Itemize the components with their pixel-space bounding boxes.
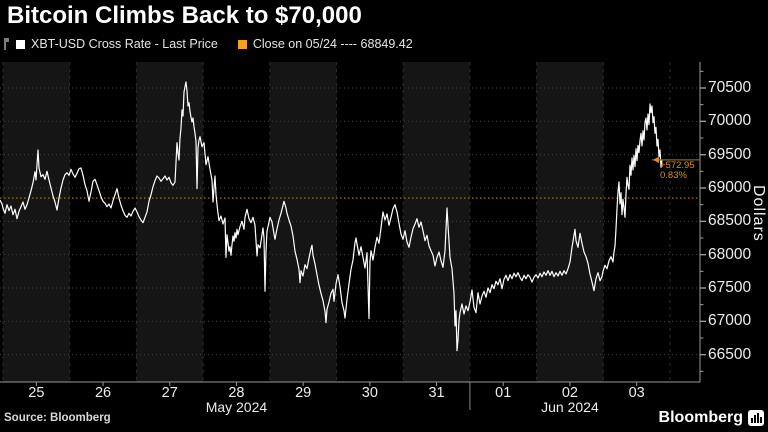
day-band	[536, 62, 604, 382]
bloomberg-chart-icon	[748, 410, 764, 426]
x-day-label: 02	[561, 385, 578, 401]
day-band	[3, 62, 70, 382]
brand-logo: Bloomberg	[659, 409, 764, 427]
y-tick-label: 66500	[708, 345, 752, 363]
legend-swatch-close	[237, 39, 247, 49]
chart-title: Bitcoin Climbs Back to $70,000	[7, 2, 362, 29]
x-day-label: 25	[28, 385, 45, 401]
last-price-change-pct-label: 0.83%	[660, 170, 687, 182]
x-day-label: 26	[94, 385, 112, 401]
x-day-label: 27	[161, 385, 178, 401]
x-month-label: May 2024	[205, 399, 268, 415]
y-tick-label: 70000	[708, 112, 752, 130]
chart-legend: XBT-USD Cross Rate - Last Price Close on…	[3, 37, 413, 51]
x-day-label: 03	[628, 385, 645, 401]
x-day-label: 01	[495, 385, 512, 401]
x-day-label: 30	[361, 385, 378, 401]
legend-marker-icon	[3, 38, 10, 50]
last-price-arrow-icon	[653, 156, 659, 164]
x-day-label: 28	[228, 385, 245, 401]
y-tick-label: 67000	[708, 312, 752, 330]
day-band	[403, 62, 470, 382]
day-band	[136, 62, 204, 382]
legend-label-last-price: XBT-USD Cross Rate - Last Price	[31, 37, 218, 51]
last-price-change-label: +572.95	[660, 160, 695, 172]
x-day-label: 31	[428, 385, 445, 401]
x-day-label: 29	[295, 385, 312, 401]
legend-label-close: Close on 05/24 ---- 68849.42	[252, 37, 413, 51]
y-tick-label: 67500	[708, 278, 752, 296]
x-month-label: Jun 2024	[541, 399, 599, 415]
legend-swatch-last-price	[16, 39, 25, 49]
brand-logo-text: Bloomberg	[658, 409, 743, 426]
y-tick-label: 69000	[708, 178, 752, 196]
day-band	[269, 62, 337, 382]
y-tick-label: 68500	[708, 212, 752, 230]
price-line	[0, 81, 663, 352]
source-note: Source: Bloomberg	[4, 412, 111, 424]
y-axis-title: Dollars	[750, 185, 767, 242]
y-tick-label: 68000	[708, 245, 752, 263]
y-tick-label: 70500	[708, 79, 752, 96]
y-tick-label: 69500	[708, 145, 752, 163]
